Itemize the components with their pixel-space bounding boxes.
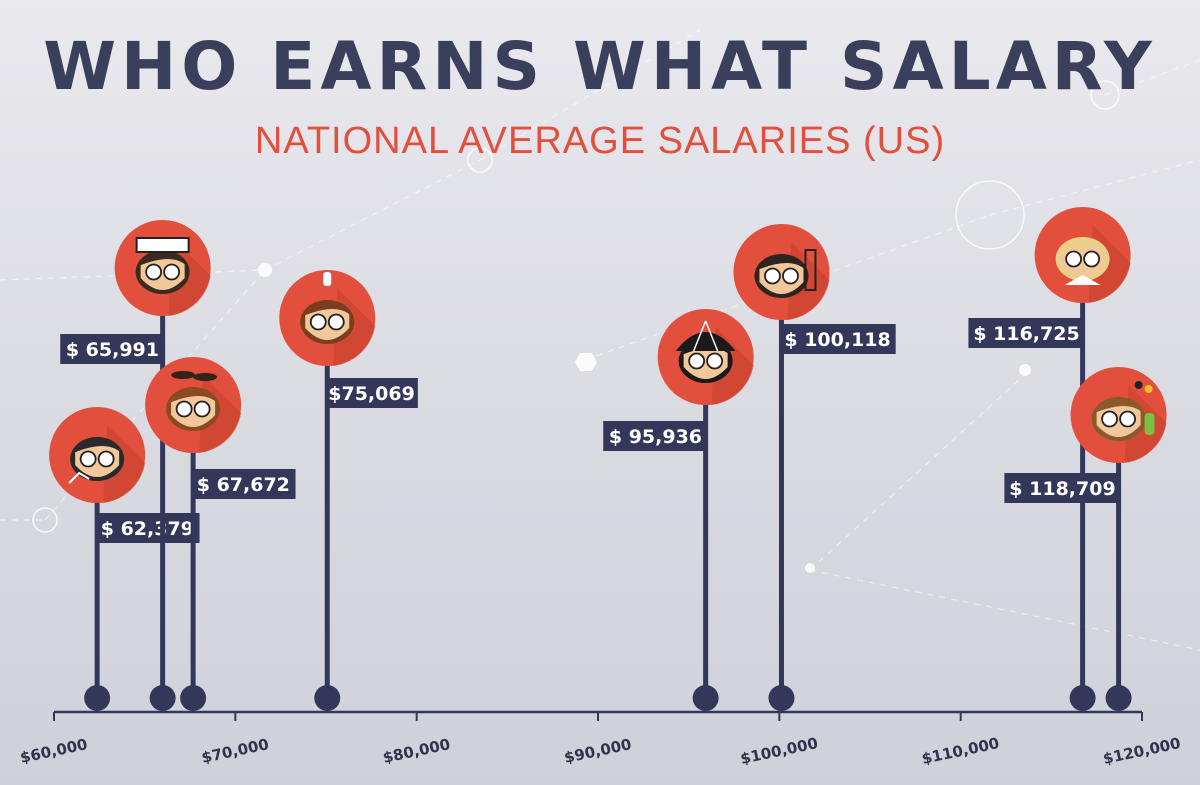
test-tube-shape [1144,413,1155,435]
fringe-shape [169,387,218,403]
salary-marker: $ 65,991 [60,220,211,711]
salary-marker: $ 116,725 [968,207,1131,711]
x-tick-label: $100,000 [739,734,820,768]
chart-title: WHO EARNS WHAT SALARY [43,28,1157,105]
eye-circle [193,400,211,418]
value-label: $ 118,709 [1009,478,1115,500]
ladder-shape [804,249,817,291]
marker-base-dot [768,685,795,711]
eye-circle [688,352,706,370]
engineer-avatar-icon [754,249,817,298]
pilot-avatar-icon [1055,237,1110,285]
value-label-box [95,513,200,543]
eye-circle [97,450,115,468]
eye-circle [782,267,799,285]
salary-marker: $ 95,936 [603,309,754,711]
x-tick-label: $80,000 [381,735,452,767]
value-label-box [603,421,708,451]
salary-marker: $ 62,379 [49,407,200,711]
value-label-box [191,469,296,499]
marker-base-dot [1069,685,1096,711]
trend-line [68,471,90,484]
value-label-box [60,334,165,364]
fringe-shape [757,254,806,270]
accountant-avatar-icon [166,371,221,431]
fringe-shape [1058,237,1107,253]
x-tick-label: $110,000 [920,734,1001,768]
value-label: $ 62,379 [101,518,194,540]
value-label: $75,069 [328,383,415,405]
fringe-shape [138,250,187,266]
x-tick-label: $90,000 [563,735,634,767]
eye-circle [1119,410,1136,428]
scientist-avatar-icon [300,272,355,344]
value-label-box [779,324,896,354]
hat-stripe [704,320,719,352]
monitor-shape [135,237,190,253]
value-label: $ 65,991 [66,339,159,361]
construction-manager-avatar-icon [675,320,736,383]
eye-circle [175,400,193,418]
salary-marker: $75,069 [279,270,418,711]
value-label-box [1004,473,1121,503]
value-label: $ 116,725 [973,323,1079,345]
value-label: $ 67,672 [197,474,290,496]
marker-base-dot [149,685,176,711]
eye-circle [327,313,345,331]
eye-circle [706,352,724,370]
molecule-dot [1144,385,1153,393]
eye-circle [1065,250,1083,268]
fringe-shape [303,300,352,316]
flask-shape [323,272,332,286]
eye-circle [1101,410,1118,428]
coin-stack [171,371,196,379]
marker-base-dot [84,685,111,711]
business-analyst-avatar-icon [68,437,125,484]
eye-circle [163,263,181,281]
designer-avatar-icon [135,237,190,294]
marker-base-dot [180,685,207,711]
pharmacist-avatar-icon [1091,381,1155,441]
marker-base-dot [692,685,719,711]
x-tick-label: $120,000 [1101,734,1182,768]
value-label-box [968,318,1085,348]
salary-marker: $ 67,672 [145,357,296,711]
value-label: $ 100,118 [784,329,890,351]
eye-circle [1083,250,1101,268]
eye-circle [764,267,781,285]
molecule-dot [1134,381,1143,389]
fringe-shape [1094,397,1143,413]
coin-stack [193,373,218,381]
collar-shape [1064,275,1101,285]
fringe-shape [73,437,122,453]
eye-circle [145,263,163,281]
value-label-box [325,378,418,408]
marker-base-dot [314,685,341,711]
x-tick-label: $70,000 [200,735,271,767]
salary-marker: $ 100,118 [733,224,896,711]
salary-marker: $ 118,709 [1004,367,1167,711]
value-label: $ 95,936 [609,426,702,448]
hard-hat-shape [675,332,736,351]
eye-circle [309,313,327,331]
x-tick-label: $60,000 [19,735,90,767]
marker-base-dot [1105,685,1132,711]
eye-circle [79,450,97,468]
chart-subtitle: NATIONAL AVERAGE SALARIES (US) [254,120,946,162]
hat-stripe [692,320,707,352]
